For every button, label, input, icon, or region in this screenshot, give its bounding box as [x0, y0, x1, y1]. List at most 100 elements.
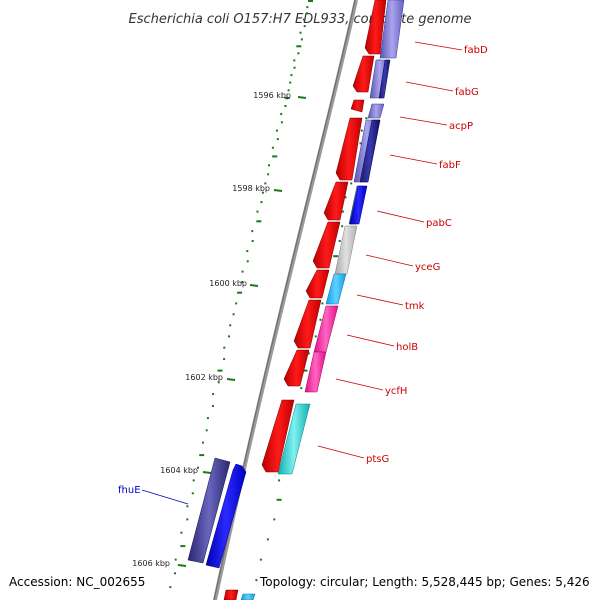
tick-mark — [202, 471, 212, 474]
tick-mark — [273, 189, 283, 192]
gc-dot — [359, 142, 362, 145]
gc-dot — [223, 358, 226, 361]
gc-dot — [350, 182, 353, 185]
genome-title: Escherichia coli O157:H7 EDL933, complet… — [129, 12, 472, 27]
cds-feature[interactable] — [323, 181, 349, 221]
gene-label-acpP[interactable]: acpP — [449, 121, 473, 132]
gene-label-tmk[interactable]: tmk — [405, 301, 425, 312]
gc-dot — [290, 74, 293, 77]
tick-label: 1604 kbp — [160, 466, 198, 475]
gc-dot — [341, 210, 344, 213]
gene-label-fhuE[interactable]: fhuE — [118, 485, 141, 496]
gene-label-pabC[interactable]: pabC — [426, 218, 452, 229]
gc-dot — [217, 369, 223, 372]
gene-label-ycfH[interactable]: ycfH — [385, 386, 407, 397]
tick-mark — [177, 564, 187, 567]
gc-dot — [205, 429, 208, 432]
gc-dot — [256, 210, 259, 213]
cog-feature[interactable] — [334, 225, 358, 275]
gc-dot — [344, 196, 347, 199]
gene-label-holB[interactable]: holB — [396, 342, 418, 353]
gc-dot — [319, 318, 322, 321]
cog-feature[interactable] — [304, 351, 327, 393]
gc-dot — [235, 302, 238, 305]
cds-feature[interactable] — [261, 399, 295, 473]
cog-feature[interactable] — [367, 103, 385, 119]
label-line — [389, 154, 438, 165]
gc-dot — [333, 255, 339, 258]
gene-label-fabG[interactable]: fabG — [455, 87, 479, 98]
gc-dot — [314, 335, 317, 338]
gc-dot — [191, 492, 194, 495]
gc-dot — [275, 129, 278, 132]
gene-label-fabD[interactable]: fabD — [464, 45, 488, 56]
cog-feature[interactable] — [277, 403, 311, 475]
gc-dot — [169, 586, 172, 589]
gc-dot — [297, 52, 300, 55]
fhuE-feature[interactable] — [187, 457, 231, 564]
gc-dot — [174, 558, 177, 561]
gc-dot — [266, 538, 269, 541]
gc-dot — [212, 393, 215, 396]
gc-dot — [365, 117, 368, 120]
tick-label: 1598 kbp — [232, 184, 270, 193]
gc-dot — [223, 346, 226, 349]
gc-dot — [300, 38, 303, 41]
label-line — [414, 41, 463, 51]
tick-label: 1596 kbp — [253, 91, 291, 100]
gc-dot — [299, 31, 302, 34]
gc-dot — [307, 352, 310, 355]
cds-feature[interactable] — [283, 349, 310, 387]
gc-dot — [321, 302, 324, 305]
cds-feature[interactable] — [305, 269, 330, 299]
label-line — [317, 445, 365, 459]
cds-feature[interactable] — [364, 0, 387, 55]
gc-dot — [306, 12, 308, 15]
tick-label: 1606 kbp — [132, 559, 170, 568]
cds-feature[interactable] — [350, 99, 365, 113]
gc-dot — [280, 121, 283, 124]
gc-dot — [271, 146, 274, 149]
gc-dot — [255, 579, 258, 582]
gc-dot — [280, 113, 283, 116]
gc-dot — [251, 240, 254, 242]
cds-feature[interactable] — [335, 117, 363, 181]
gc-dot — [228, 335, 230, 338]
gc-dot — [272, 155, 278, 158]
cds-feature[interactable] — [293, 299, 322, 349]
fhuE-feature[interactable] — [205, 463, 247, 569]
cds-feature[interactable] — [312, 221, 341, 269]
cds-feature[interactable] — [352, 55, 375, 93]
gc-dot — [256, 220, 262, 223]
label-line — [405, 81, 454, 92]
gc-dot — [199, 454, 205, 457]
gene-label-yceG[interactable]: yceG — [415, 262, 440, 273]
footer-bg-left — [6, 572, 148, 590]
tick-mark — [249, 284, 259, 287]
gc-dot — [296, 45, 302, 48]
cog-feature[interactable] — [378, 59, 391, 99]
cds-feature[interactable] — [223, 589, 239, 600]
gc-dot — [278, 479, 281, 482]
cog-feature[interactable] — [349, 185, 368, 225]
gc-dot — [180, 531, 183, 534]
gc-dot — [268, 164, 270, 167]
gene-label-lines — [141, 41, 463, 505]
cog-feature[interactable] — [325, 273, 347, 305]
gc-dot — [308, 0, 313, 2]
cog-feature[interactable] — [240, 593, 256, 600]
tick-mark — [297, 96, 307, 99]
tick-label: 1602 kbp — [185, 373, 223, 382]
label-line — [376, 210, 425, 223]
gc-dot — [302, 369, 308, 372]
gc-dot — [300, 387, 303, 390]
label-line — [346, 334, 395, 347]
kbp-ticks: 1596 kbp 1598 kbp 1600 kbp 1602 kbp 1604… — [132, 91, 307, 568]
cog-feature[interactable] — [359, 119, 381, 183]
gc-dot — [197, 466, 199, 469]
gc-dot — [284, 105, 287, 107]
cog-feature[interactable] — [379, 0, 405, 59]
gene-label-fabF[interactable]: fabF — [439, 160, 461, 171]
gene-label-ptsG[interactable]: ptsG — [366, 454, 389, 465]
